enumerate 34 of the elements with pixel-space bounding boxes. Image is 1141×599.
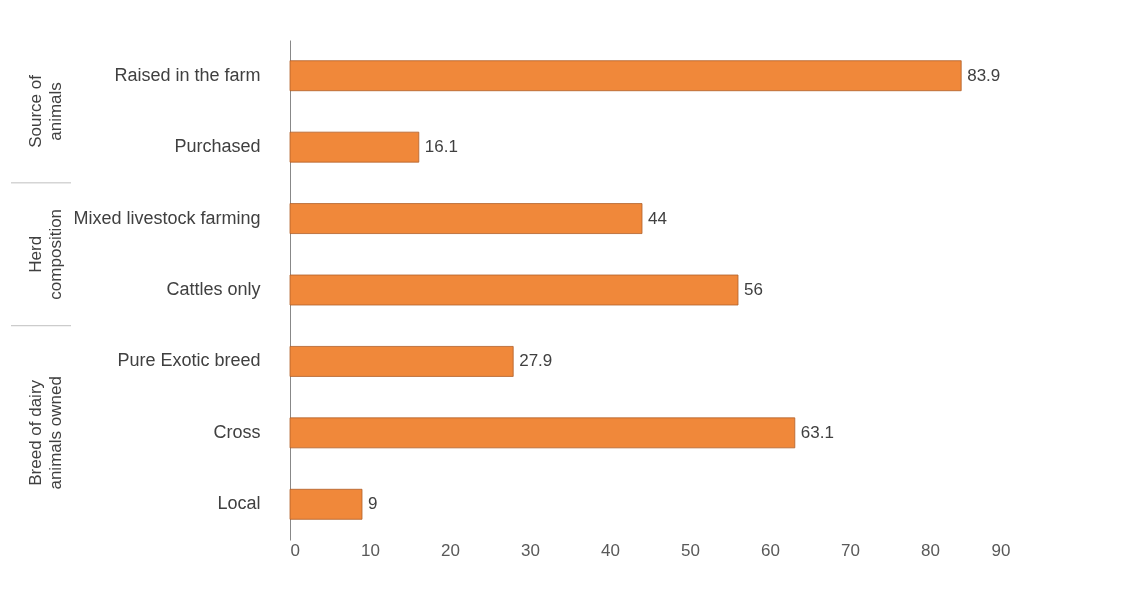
data-label: 56 [744, 280, 763, 299]
x-tick-label: 80 [921, 540, 940, 560]
x-tick-label: 40 [601, 540, 620, 560]
data-label: 16.1 [424, 137, 458, 157]
x-tick-label: 30 [521, 540, 540, 560]
y-tick-label: Pure Exotic breed [117, 350, 261, 371]
data-label: 83.9 [967, 65, 1001, 85]
y-tick-label: Local [217, 493, 261, 514]
bar [289, 274, 739, 306]
bar [289, 417, 796, 449]
y-tick-label: Purchased [174, 136, 261, 157]
bar [289, 488, 363, 520]
x-tick-label: 0 [290, 540, 300, 560]
source-note: Source of animals [26, 74, 65, 148]
x-tick-label: 20 [441, 540, 460, 560]
bar [289, 131, 420, 163]
data-label: 44 [648, 208, 667, 228]
bar [289, 60, 962, 92]
bar [289, 346, 514, 377]
y-tick-label: Mixed livestock farming [73, 207, 261, 228]
bar [289, 203, 643, 234]
x-tick-label: 90 [991, 540, 1011, 560]
text: Herd composition [26, 208, 65, 300]
y-tick-label: Raised in the farm [114, 64, 261, 85]
y-tick-label: Cattles only [166, 279, 261, 299]
x-tick-label: 50 [681, 540, 700, 560]
data-label: 63.1 [800, 422, 834, 442]
x-tick-label: 10 [361, 540, 380, 560]
data-label: 9 [368, 494, 378, 514]
data-label: 27.9 [519, 351, 553, 371]
y-tick-label: Cross [213, 421, 261, 442]
x-tick-label: 70 [841, 540, 860, 560]
x-tick-label: 60 [761, 540, 780, 560]
text: Breed of dairy animals owned [26, 376, 65, 490]
